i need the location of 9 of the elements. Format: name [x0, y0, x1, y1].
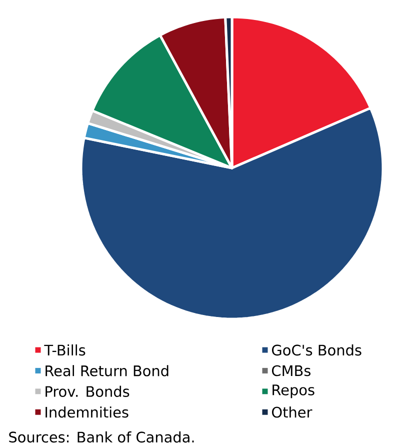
legend-label: Real Return Bond — [46, 365, 168, 376]
legend-label: CMBs — [272, 365, 310, 376]
legend-label: Indemnities — [46, 406, 128, 418]
legend-label: Repos — [272, 384, 314, 398]
source-note: Sources: Bank of Canada. — [9, 431, 194, 443]
legend-label: Prov. Bonds — [46, 386, 130, 397]
legend-label: T-Bills — [44, 344, 86, 356]
legend-label: Other — [272, 406, 312, 418]
legend-label: GoC's Bonds — [272, 344, 362, 356]
